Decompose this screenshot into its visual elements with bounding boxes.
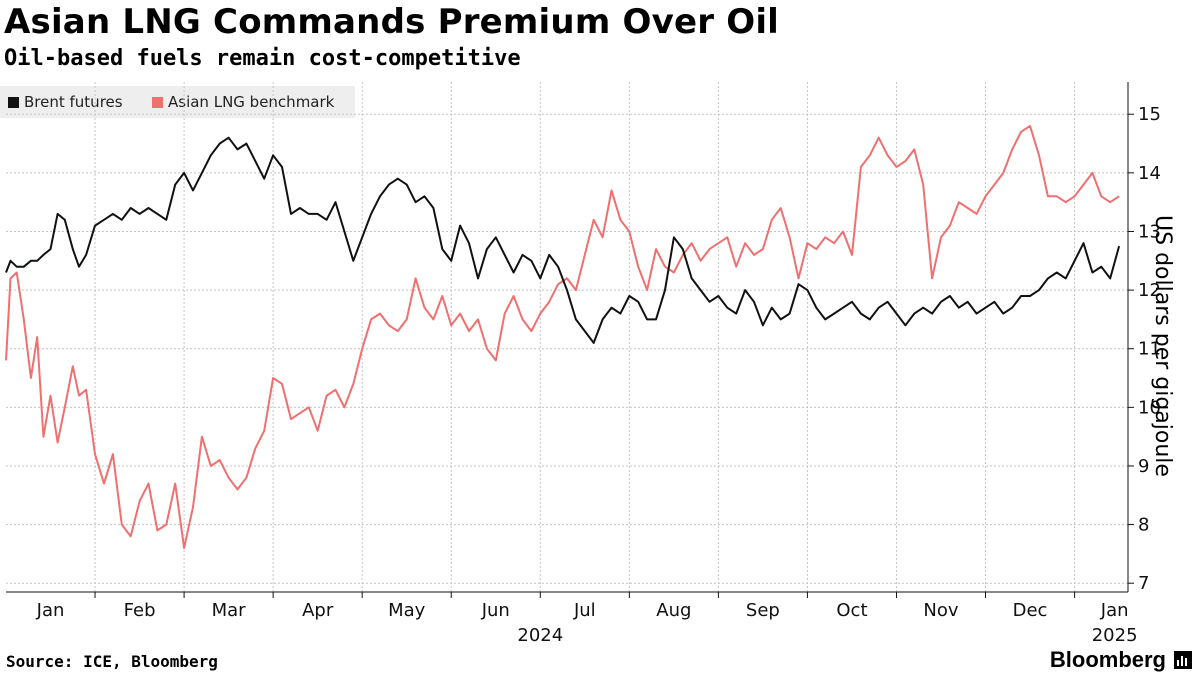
bloomberg-logo-text: Bloomberg <box>1049 647 1166 672</box>
y-tick-label-10: 10 <box>1138 397 1161 418</box>
y-tick-label-12: 12 <box>1138 280 1161 301</box>
x-tick-label-12: Jan <box>1100 600 1129 621</box>
x-tick-label-1: Feb <box>124 600 156 621</box>
x-tick-label-4: May <box>388 600 426 621</box>
bloomberg-logo: Bloomberg <box>1050 647 1192 673</box>
y-tick-label-15: 15 <box>1138 104 1161 125</box>
x-tick-label-6: Jul <box>573 600 596 621</box>
x-tick-label-3: Apr <box>302 600 334 621</box>
x-tick-label-2: Mar <box>212 600 247 621</box>
legend-swatch-brent <box>8 96 19 108</box>
legend-item-brent: Brent futures <box>8 93 123 111</box>
y-tick-label-9: 9 <box>1138 456 1149 477</box>
chart-title: Asian LNG Commands Premium Over Oil <box>4 2 780 42</box>
y-tick-label-14: 14 <box>1138 163 1161 184</box>
x-tick-label-0: Jan <box>36 600 65 621</box>
y-axis-label: US dollars per gigajoule <box>1150 215 1175 477</box>
series-line-lng <box>5 125 1120 549</box>
y-tick-label-11: 11 <box>1138 339 1161 360</box>
x-tick-label-10: Nov <box>923 600 958 621</box>
x-year-label-0: 2024 <box>517 625 563 646</box>
legend-swatch-lng <box>152 96 163 108</box>
y-tick-label-8: 8 <box>1138 515 1149 536</box>
legend-item-lng: Asian LNG benchmark <box>152 93 334 111</box>
bloomberg-terminal-icon <box>1174 651 1192 669</box>
legend-label-lng: Asian LNG benchmark <box>168 93 335 111</box>
legend: Brent futures Asian LNG benchmark <box>0 86 355 118</box>
legend-label-brent: Brent futures <box>24 93 123 111</box>
x-year-label-1: 2025 <box>1092 625 1138 646</box>
series-line-brent <box>5 136 1121 344</box>
y-tick-label-7: 7 <box>1138 573 1149 594</box>
x-tick-label-9: Oct <box>836 600 867 621</box>
x-tick-label-5: Jun <box>481 600 510 621</box>
y-tick-label-13: 13 <box>1138 221 1161 242</box>
x-tick-label-7: Aug <box>656 600 691 621</box>
chart-subtitle: Oil-based fuels remain cost-competitive <box>4 46 521 71</box>
source-note: Source: ICE, Bloomberg <box>6 652 218 671</box>
x-tick-label-11: Dec <box>1013 600 1048 621</box>
x-tick-label-8: Sep <box>746 600 780 621</box>
